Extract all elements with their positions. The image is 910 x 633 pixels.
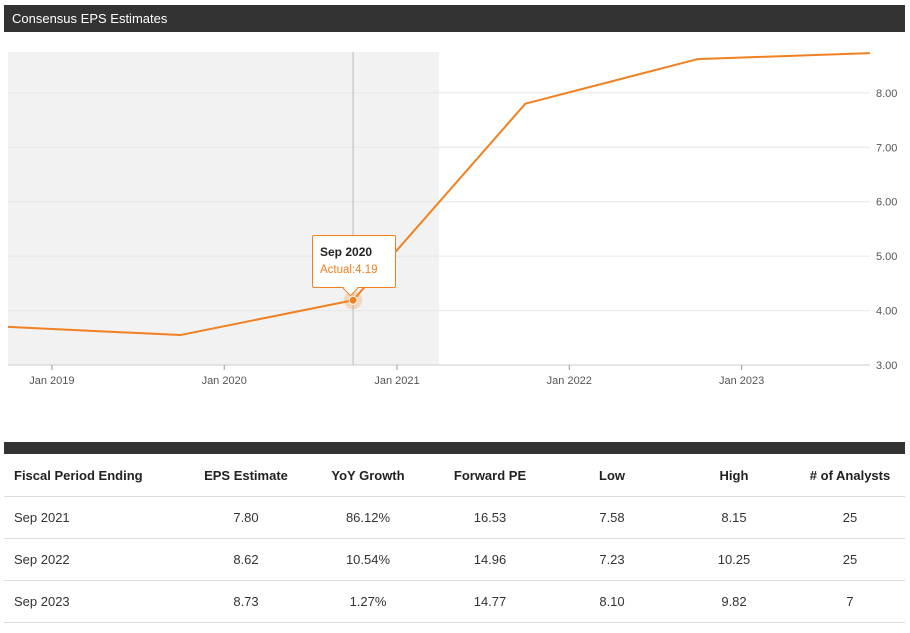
cell-yoy-growth: 10.54% [307,538,429,581]
cell-forward-pe: 14.96 [429,538,551,581]
cell-yoy-growth: 86.12% [307,496,429,539]
tooltip-number: 4.19 [355,264,378,276]
cell-fiscal-period: Sep 2021 [4,496,185,539]
cell-high: 9.82 [673,580,795,623]
cell-analysts: 25 [795,496,905,539]
y-tick-label: 5.00 [876,251,897,263]
chart-title-bar: Consensus EPS Estimates [4,5,905,32]
actuals-shaded-region [8,52,439,365]
cell-low: 7.23 [551,538,673,581]
col-eps-estimate: EPS Estimate [185,454,307,497]
y-tick-label: 6.00 [876,197,897,209]
cell-forward-pe: 16.53 [429,496,551,539]
table-row: Sep 2022 8.62 10.54% 14.96 7.23 10.25 25 [4,538,905,581]
cell-eps-estimate: 8.62 [185,538,307,581]
tooltip-value: Actual:4.19 [320,264,378,276]
eps-line-chart[interactable]: Jan 2019 Jan 2020 Jan 2021 Jan 2022 Jan 2023… [0,40,910,400]
cell-eps-estimate: 8.73 [185,580,307,623]
table-header-row: Fiscal Period Ending EPS Estimate YoY Gr… [4,454,905,497]
data-point-tooltip: Sep 2020 Actual:4.19 [312,235,396,288]
cell-high: 10.25 [673,538,795,581]
cell-low: 7.58 [551,496,673,539]
table-header-bar [4,442,905,454]
cell-analysts: 7 [795,580,905,623]
col-fiscal-period: Fiscal Period Ending [4,454,185,497]
cell-fiscal-period: Sep 2022 [4,538,185,581]
x-tick-label: Jan 2019 [29,375,74,387]
col-analysts: # of Analysts [795,454,905,497]
cell-fiscal-period: Sep 2023 [4,580,185,623]
y-tick-label: 7.00 [876,142,897,154]
x-tick-label: Jan 2022 [547,375,592,387]
col-high: High [673,454,795,497]
tooltip-date: Sep 2020 [320,245,373,259]
cell-eps-estimate: 7.80 [185,496,307,539]
cell-yoy-growth: 1.27% [307,580,429,623]
eps-series-line [7,52,871,337]
col-yoy-growth: YoY Growth [307,454,429,497]
cell-analysts: 25 [795,538,905,581]
col-low: Low [551,454,673,497]
cell-forward-pe: 14.77 [429,580,551,623]
eps-estimates-table: Fiscal Period Ending EPS Estimate YoY Gr… [4,454,905,623]
table-row: Sep 2023 8.73 1.27% 14.77 8.10 9.82 7 [4,580,905,623]
cell-low: 8.10 [551,580,673,623]
y-tick-label: 4.00 [876,306,897,318]
x-tick-label: Jan 2023 [719,375,764,387]
hover-data-point[interactable] [348,295,358,305]
col-forward-pe: Forward PE [429,454,551,497]
chart-title: Consensus EPS Estimates [12,11,168,26]
cell-high: 8.15 [673,496,795,539]
x-tick-label: Jan 2021 [374,375,419,387]
x-tick-label: Jan 2020 [202,375,247,387]
table-row: Sep 2021 7.80 86.12% 16.53 7.58 8.15 25 [4,496,905,539]
y-tick-label: 3.00 [876,360,897,372]
y-tick-label: 8.00 [876,88,897,100]
tooltip-label: Actual: [320,264,356,276]
